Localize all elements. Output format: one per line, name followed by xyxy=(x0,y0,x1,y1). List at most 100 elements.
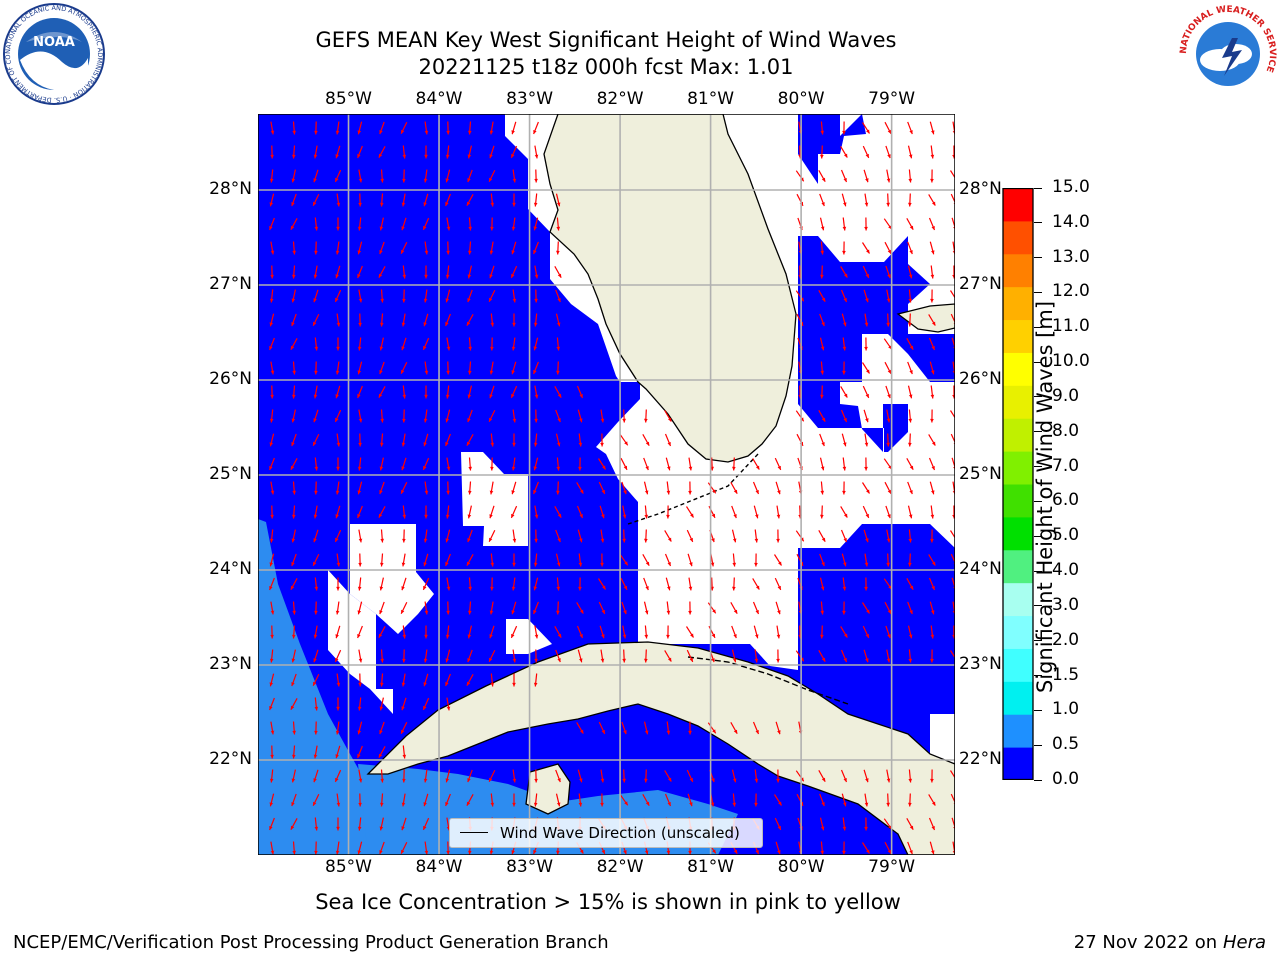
wave-arrow-head xyxy=(445,778,450,783)
lat-label-left: 23°N xyxy=(209,654,252,674)
colorbar-segment xyxy=(1003,253,1033,288)
wave-arrow-head xyxy=(886,562,890,567)
wave-arrow-head xyxy=(668,657,672,662)
sea-ice-note: Sea Ice Concentration > 15% is shown in … xyxy=(315,890,901,914)
wave-arrow-head xyxy=(402,778,406,783)
wave-arrow-head xyxy=(270,154,274,159)
wave-arrow-head xyxy=(445,202,449,206)
wave-arrow-head xyxy=(886,538,891,543)
wave-arrow-head xyxy=(445,442,449,446)
wave-arrow-head xyxy=(357,634,361,638)
wave-arrow-head xyxy=(930,778,934,783)
wave-arrow-head xyxy=(336,562,341,567)
colorbar-tick-mark xyxy=(1034,570,1042,572)
wave-arrow-head xyxy=(866,609,870,614)
wave-arrow-head xyxy=(533,442,538,447)
wave-arrow-head xyxy=(269,202,274,207)
wave-arrow-head xyxy=(908,634,913,639)
wave-arrow-head xyxy=(733,849,738,854)
wave-arrow-head xyxy=(644,850,649,855)
wave-arrow-head xyxy=(423,225,427,230)
wave-arrow-head xyxy=(776,658,780,663)
wave-arrow-head xyxy=(313,658,317,663)
wave-arrow-head xyxy=(688,730,692,735)
lon-label-top: 83°W xyxy=(506,89,554,109)
wave-arrow-head xyxy=(777,825,781,830)
wave-arrow-head xyxy=(800,777,804,782)
colorbar-tick-mark xyxy=(1034,326,1042,328)
colorbar-tick-mark xyxy=(1034,605,1042,607)
wave-arrow-head xyxy=(909,130,913,135)
wave-arrow-head xyxy=(379,706,384,711)
wave-arrow-head xyxy=(490,586,494,591)
wave-arrow-head xyxy=(467,418,471,423)
colorbar-segment xyxy=(1003,220,1033,255)
wave-arrow-head xyxy=(886,778,891,783)
wave-arrow-head xyxy=(821,562,825,567)
wave-arrow-head xyxy=(511,513,515,518)
wave-arrow-head xyxy=(711,658,715,663)
wave-arrow-head xyxy=(931,370,935,375)
wave-arrow-head xyxy=(512,442,516,447)
wave-arrow-head xyxy=(843,298,847,302)
wave-arrow-head xyxy=(269,538,274,543)
wave-arrow-head xyxy=(512,298,517,303)
wave-arrow-head xyxy=(489,154,493,159)
wave-arrow-head xyxy=(844,633,848,638)
wave-arrow-head xyxy=(423,802,427,807)
lon-label-bottom: 84°W xyxy=(415,857,463,877)
wave-arrow-head xyxy=(357,754,361,758)
wave-arrow xyxy=(949,650,955,659)
wave-arrow-head xyxy=(732,586,736,591)
wave-arrow-head xyxy=(424,634,428,639)
wave-arrow-head xyxy=(291,202,295,207)
wave-arrow-head xyxy=(269,562,274,567)
wave-arrow-head xyxy=(269,466,273,470)
wave-arrow-head xyxy=(401,322,406,327)
wave-arrow-head xyxy=(468,850,472,855)
wave-arrow-head xyxy=(292,154,296,159)
wave-arrow-head xyxy=(378,153,383,158)
wave-arrow-head xyxy=(292,730,296,735)
wave-arrow xyxy=(951,577,955,590)
wave-arrow-head xyxy=(357,826,362,831)
wave-arrow-head xyxy=(424,154,428,159)
wave-arrow-head xyxy=(710,802,715,807)
wave-arrow-head xyxy=(887,849,891,854)
wave-arrow-head xyxy=(864,322,869,327)
wave-arrow-head xyxy=(556,466,561,471)
wave-arrow-head xyxy=(601,514,605,519)
colorbar-segment xyxy=(1003,615,1033,649)
wave-arrow-head xyxy=(423,778,428,783)
lat-label-left: 28°N xyxy=(209,179,252,199)
wave-arrow-head xyxy=(908,802,912,807)
map-panel xyxy=(258,114,955,855)
wave-arrow-head xyxy=(600,658,605,663)
wave-arrow-head xyxy=(843,418,847,422)
wave-arrow-head xyxy=(930,394,935,399)
wave-arrow-head xyxy=(600,538,605,543)
wave-arrow-head xyxy=(865,418,869,423)
wave-arrow-head xyxy=(335,537,339,542)
wave-arrow-head xyxy=(445,682,449,686)
wave-arrow-head xyxy=(466,201,471,206)
colorbar-tick-label: 7.0 xyxy=(1052,455,1080,476)
wave-arrow-head xyxy=(269,322,274,327)
colorbar-tick-label: 1.5 xyxy=(1052,664,1080,685)
wave-arrow-head xyxy=(886,298,891,303)
map-gridlines xyxy=(258,114,955,855)
wave-arrow-head xyxy=(534,418,538,423)
wave-arrow-head xyxy=(511,250,515,255)
colorbar-tick-mark xyxy=(1034,535,1042,537)
wave-arrow xyxy=(950,313,955,324)
colorbar-tick-mark xyxy=(1034,291,1042,293)
wave-arrow-head xyxy=(490,346,494,351)
colorbar-frame xyxy=(1002,188,1034,780)
land-florida xyxy=(543,114,797,463)
wave-arrow-head xyxy=(357,466,362,471)
wave-arrow-head xyxy=(886,802,890,807)
lon-label-top: 85°W xyxy=(325,89,372,109)
wave-arrow-head xyxy=(335,754,339,759)
wave-arrow-head xyxy=(864,442,869,447)
wave-arrow-head xyxy=(579,538,583,543)
